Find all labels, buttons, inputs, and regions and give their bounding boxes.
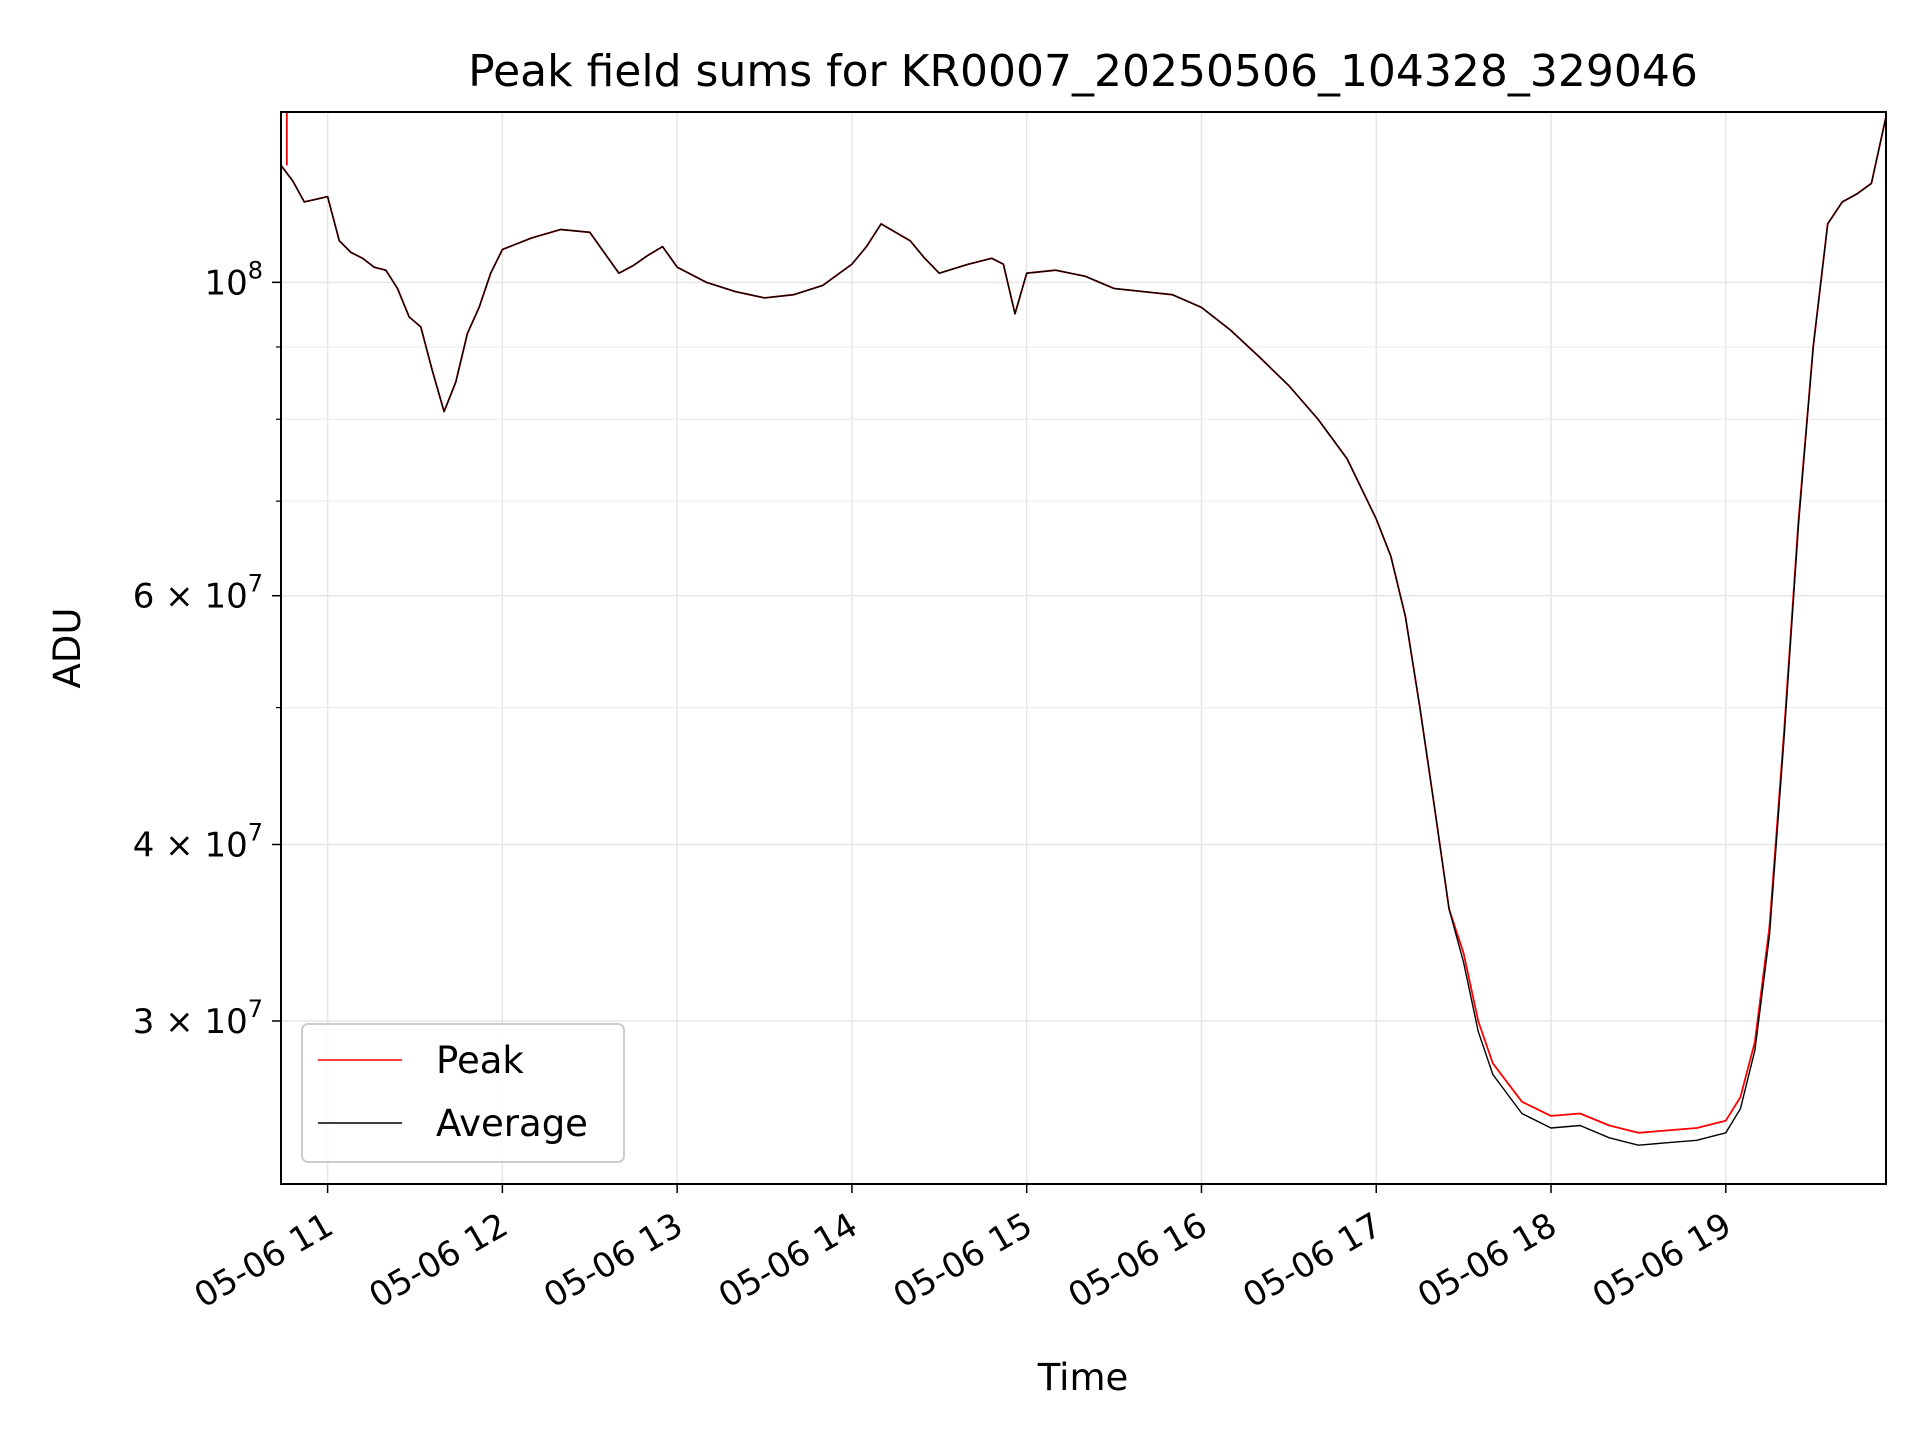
y-tick-label: 108 [204, 256, 263, 303]
x-axis-title: Time [1037, 1356, 1129, 1399]
y-axis-title: ADU [46, 608, 89, 689]
y-tick-label: 3 × 107 [133, 995, 263, 1042]
chart-title: Peak field sums for KR0007_20250506_1043… [468, 46, 1698, 97]
legend-box [301, 1023, 625, 1163]
legend-label-average: Average [436, 1102, 588, 1145]
legend-label-peak: Peak [436, 1039, 524, 1082]
legend: Peak Average [301, 1023, 625, 1163]
y-tick-label: 4 × 107 [133, 818, 263, 865]
y-tick-label: 6 × 107 [133, 570, 263, 617]
series-layer [280, 112, 1887, 1146]
series-line-average [280, 116, 1887, 1146]
plot-frame [280, 111, 1887, 1185]
grid [281, 112, 1886, 1184]
